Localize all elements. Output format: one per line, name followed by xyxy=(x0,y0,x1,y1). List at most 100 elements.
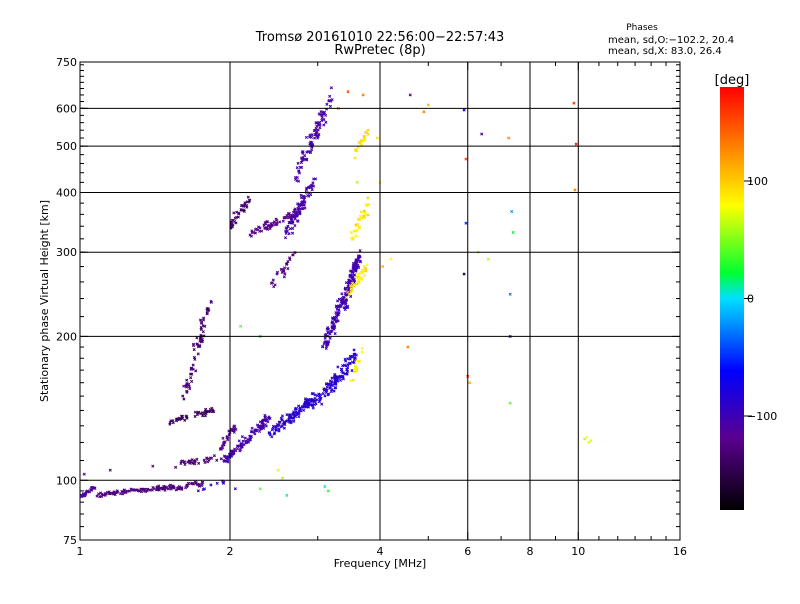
echo-point xyxy=(288,413,293,417)
echo-point xyxy=(259,427,263,431)
echo-point xyxy=(330,387,334,392)
echo-point xyxy=(205,456,209,460)
echo-point xyxy=(186,481,190,485)
echo-point xyxy=(281,219,285,223)
echo-point xyxy=(359,260,363,264)
echo-point xyxy=(280,418,284,422)
echo-point xyxy=(350,360,355,364)
echo-point xyxy=(291,253,295,257)
echo-point xyxy=(301,207,305,211)
echo-point xyxy=(179,460,183,464)
echo-point xyxy=(295,176,299,180)
echo-point xyxy=(291,412,295,416)
echo-point xyxy=(277,427,281,431)
echo-point xyxy=(365,263,369,267)
echo-point xyxy=(294,410,298,414)
echo-point xyxy=(354,148,358,152)
echo-point xyxy=(335,316,339,320)
y-tick-label: 300 xyxy=(56,246,77,259)
echo-point xyxy=(285,413,289,417)
echo-point xyxy=(204,407,208,411)
echo-point xyxy=(310,133,314,137)
echo-point xyxy=(201,487,205,492)
echo-point xyxy=(363,211,367,215)
echo-point xyxy=(305,186,309,190)
echo-point xyxy=(130,488,134,492)
echo-point xyxy=(340,292,344,296)
echo-point xyxy=(313,177,318,181)
echo-point xyxy=(148,488,152,492)
echo-point xyxy=(330,376,334,380)
echo-point xyxy=(197,461,201,465)
echo-point xyxy=(325,388,329,392)
echo-point xyxy=(159,486,163,491)
echo-point xyxy=(365,130,369,134)
echo-point xyxy=(322,112,326,116)
echo-point xyxy=(232,211,236,215)
echo-point xyxy=(406,345,410,349)
echo-point xyxy=(318,396,322,400)
echo-point xyxy=(239,324,243,328)
echo-point xyxy=(317,400,321,404)
echo-point xyxy=(207,410,211,414)
echo-point xyxy=(308,151,313,155)
echo-point xyxy=(150,488,154,492)
echo-point xyxy=(320,114,324,118)
y-tick-label: 600 xyxy=(56,102,77,115)
echo-point xyxy=(238,449,242,453)
echo-point xyxy=(381,264,385,269)
echo-point xyxy=(239,442,243,446)
echo-point xyxy=(288,416,292,420)
echo-point xyxy=(297,415,301,419)
echo-point xyxy=(357,141,361,145)
echo-point xyxy=(196,352,200,356)
echo-point xyxy=(356,266,360,270)
echo-point xyxy=(233,487,237,491)
echo-point xyxy=(191,482,195,486)
echo-point xyxy=(215,481,219,485)
echo-point xyxy=(290,214,294,218)
echo-point xyxy=(585,435,589,439)
y-tick-label: 100 xyxy=(56,474,77,487)
echo-point xyxy=(292,416,296,420)
echo-point xyxy=(320,118,324,123)
echo-point xyxy=(287,220,291,225)
x-tick-label: 10 xyxy=(571,545,585,558)
echo-point xyxy=(121,492,125,496)
echo-point xyxy=(240,435,244,439)
echo-point xyxy=(352,352,356,356)
echo-point xyxy=(334,382,338,386)
echo-point xyxy=(352,279,356,283)
echo-point xyxy=(237,211,241,215)
echo-point xyxy=(366,196,370,200)
echo-point xyxy=(282,422,286,426)
echo-point xyxy=(352,348,356,352)
echo-point xyxy=(177,485,181,489)
echo-point xyxy=(299,161,303,165)
echo-point xyxy=(184,414,188,418)
echo-point xyxy=(361,268,365,273)
echo-point xyxy=(355,272,360,276)
echo-point xyxy=(313,136,317,140)
echo-point xyxy=(268,433,272,437)
echo-point xyxy=(232,429,236,433)
echo-point xyxy=(307,194,311,198)
echo-point xyxy=(257,429,262,434)
echo-point xyxy=(198,318,203,322)
echo-point xyxy=(187,385,191,389)
echo-point xyxy=(305,150,309,154)
echo-point xyxy=(288,227,292,231)
echo-point xyxy=(232,451,236,455)
echo-point xyxy=(177,487,181,491)
echo-point xyxy=(267,431,271,435)
echo-point xyxy=(314,131,318,135)
echo-point xyxy=(300,150,304,154)
echo-point xyxy=(185,390,189,394)
echo-point xyxy=(253,432,257,436)
echo-point xyxy=(362,209,366,213)
echo-point xyxy=(340,302,344,306)
echo-point xyxy=(258,487,262,491)
echo-point xyxy=(353,269,357,273)
echo-point xyxy=(323,394,327,398)
colorbar-tick-label: 0 xyxy=(747,293,754,306)
